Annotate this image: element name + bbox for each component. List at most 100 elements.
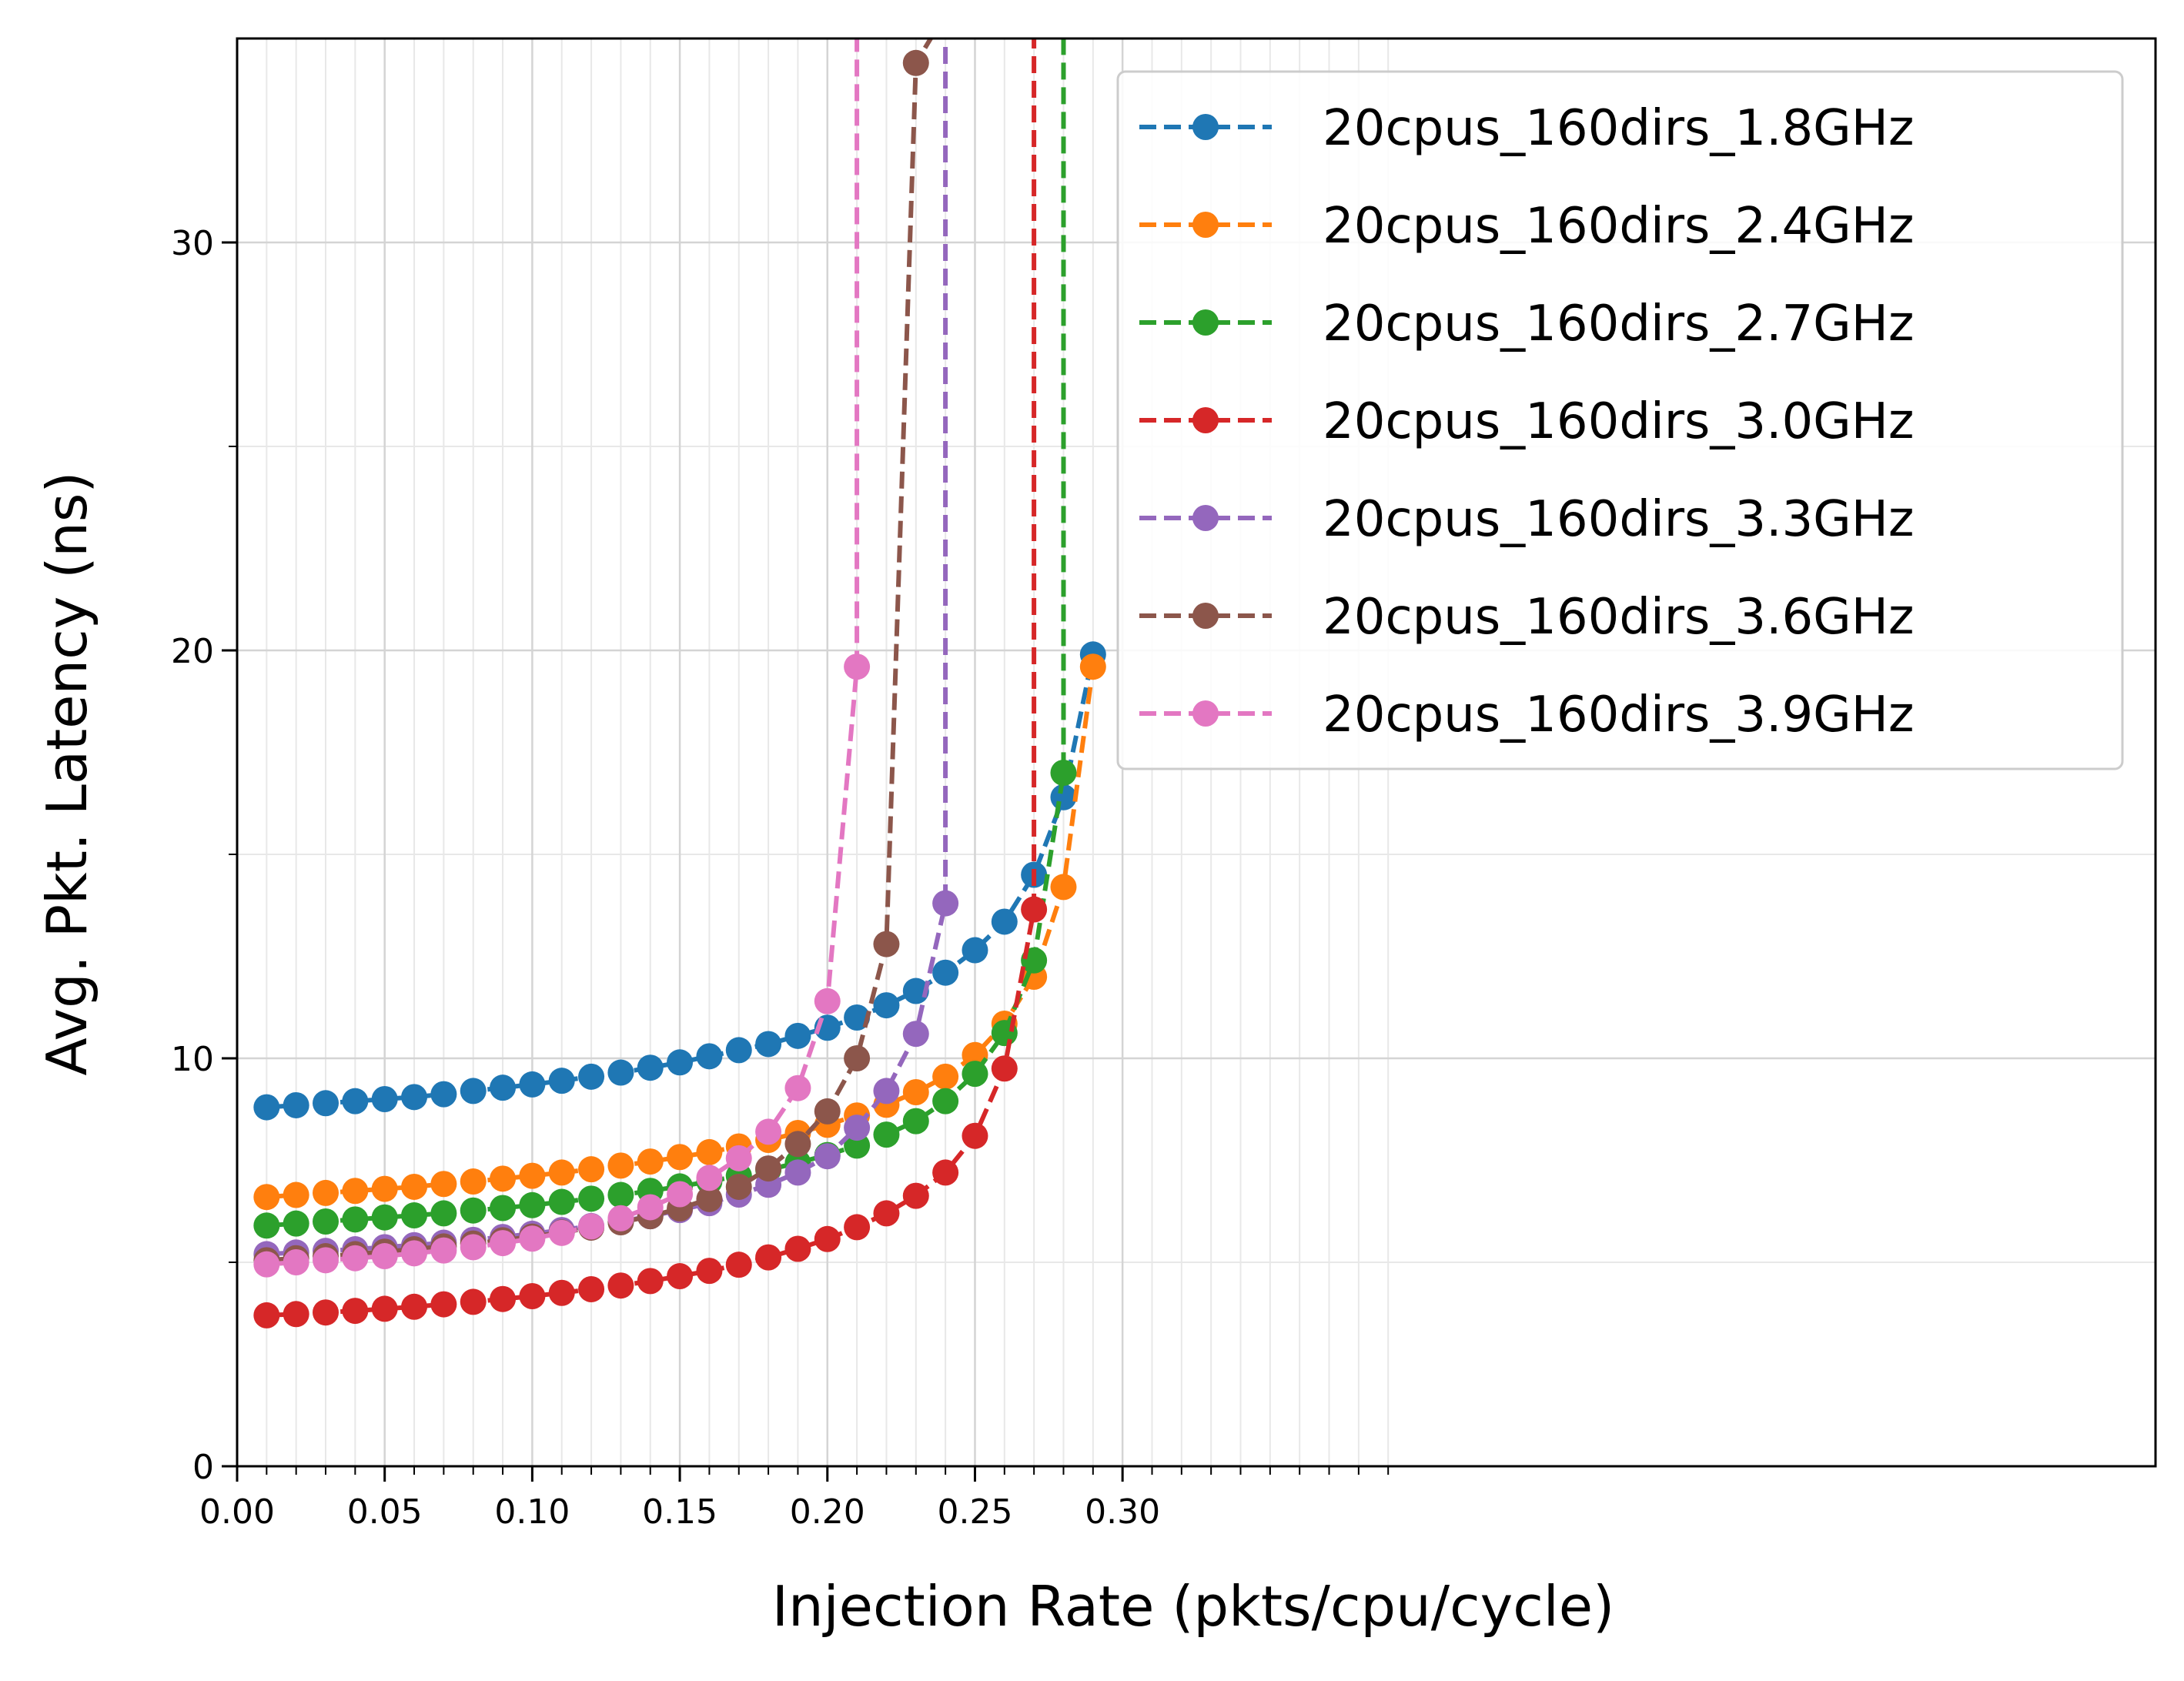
data-point	[283, 1181, 309, 1208]
x-axis-label: Injection Rate (pkts/cpu/cycle)	[772, 1574, 1614, 1639]
data-point	[725, 1145, 752, 1171]
data-point	[902, 1078, 929, 1105]
data-point	[607, 1272, 634, 1299]
data-point	[490, 1230, 517, 1257]
legend-item: 20cpus_160dirs_3.3GHz	[1139, 491, 1914, 548]
data-point	[401, 1084, 428, 1111]
legend-marker	[1192, 603, 1219, 629]
legend-label: 20cpus_160dirs_3.6GHz	[1323, 589, 1914, 646]
series-line	[266, 38, 1037, 1318]
data-point	[578, 1213, 605, 1240]
data-point	[519, 1071, 546, 1098]
data-point	[460, 1078, 487, 1105]
data-point	[578, 1275, 605, 1302]
data-point	[902, 1182, 929, 1209]
data-point	[283, 1210, 309, 1237]
data-point	[902, 1108, 929, 1135]
data-point	[548, 1279, 575, 1306]
data-point	[607, 1059, 634, 1086]
data-point	[548, 1159, 575, 1186]
data-point	[1050, 760, 1077, 786]
data-point	[932, 1088, 959, 1115]
data-point	[814, 988, 841, 1014]
data-point	[873, 931, 900, 957]
data-point	[725, 1037, 752, 1064]
data-point	[283, 1091, 309, 1118]
legend-marker	[1192, 114, 1219, 140]
data-point	[873, 1200, 900, 1227]
data-point	[490, 1195, 517, 1221]
data-point	[725, 1173, 752, 1200]
data-point	[548, 1188, 575, 1215]
y-tick-label: 20	[171, 632, 214, 671]
data-point	[460, 1168, 487, 1195]
data-point	[932, 1159, 959, 1186]
data-point	[873, 1078, 900, 1105]
data-point	[253, 1094, 280, 1121]
data-point	[667, 1049, 694, 1076]
data-point	[696, 1165, 723, 1191]
y-tick-label: 0	[192, 1448, 214, 1487]
legend-item: 20cpus_160dirs_3.0GHz	[1139, 393, 1914, 450]
data-point	[519, 1282, 546, 1309]
x-tick-label: 0.15	[642, 1492, 717, 1532]
legend-label: 20cpus_160dirs_3.3GHz	[1323, 491, 1914, 548]
data-point	[902, 49, 929, 76]
data-point	[401, 1293, 428, 1320]
data-point	[844, 1115, 871, 1141]
data-point	[784, 1131, 811, 1158]
data-point	[401, 1240, 428, 1267]
data-point	[696, 1258, 723, 1285]
data-point	[814, 1225, 841, 1252]
y-tick-label: 10	[171, 1040, 214, 1079]
data-point	[607, 1152, 634, 1179]
data-point	[313, 1090, 339, 1117]
data-point	[932, 959, 959, 986]
x-tick-label: 0.25	[937, 1492, 1012, 1532]
data-point	[490, 1165, 517, 1192]
data-point	[696, 1138, 723, 1165]
legend-item: 20cpus_160dirs_2.7GHz	[1139, 296, 1914, 353]
data-point	[814, 1098, 841, 1125]
x-tick-label: 0.30	[1085, 1492, 1160, 1532]
series-1	[253, 641, 1106, 1121]
data-point	[962, 1061, 988, 1088]
data-point	[490, 1285, 517, 1312]
data-point	[401, 1173, 428, 1200]
data-point	[490, 1074, 517, 1101]
legend-item: 20cpus_160dirs_3.6GHz	[1139, 589, 1914, 646]
data-point	[873, 992, 900, 1019]
data-point	[637, 1148, 664, 1175]
legend: 20cpus_160dirs_1.8GHz 20cpus_160dirs_2.4G…	[1116, 70, 2124, 770]
data-point	[784, 1022, 811, 1049]
data-point	[873, 1121, 900, 1148]
data-point	[578, 1185, 605, 1212]
data-point	[1021, 896, 1048, 923]
data-point	[401, 1202, 428, 1229]
data-point	[313, 1247, 339, 1274]
data-point	[253, 1184, 280, 1211]
data-point	[755, 1031, 782, 1058]
legend-label: 20cpus_160dirs_2.7GHz	[1323, 296, 1914, 353]
data-point	[313, 1179, 339, 1206]
data-point	[430, 1171, 457, 1198]
data-point	[371, 1243, 398, 1270]
data-point	[460, 1234, 487, 1261]
data-point	[696, 1043, 723, 1070]
data-point	[784, 1159, 811, 1186]
data-point	[696, 1185, 723, 1212]
data-point	[667, 1181, 694, 1208]
data-point	[784, 1074, 811, 1101]
series-layer	[253, 38, 1106, 1328]
data-point	[283, 1301, 309, 1328]
data-point	[607, 1181, 634, 1208]
data-point	[342, 1178, 369, 1205]
data-point	[667, 1144, 694, 1171]
data-point	[519, 1225, 546, 1252]
data-point	[253, 1302, 280, 1328]
data-point	[962, 1122, 988, 1149]
data-point	[548, 1068, 575, 1094]
data-point	[460, 1288, 487, 1315]
legend-label: 20cpus_160dirs_1.8GHz	[1323, 100, 1914, 157]
x-tick-label: 0.10	[494, 1492, 570, 1532]
